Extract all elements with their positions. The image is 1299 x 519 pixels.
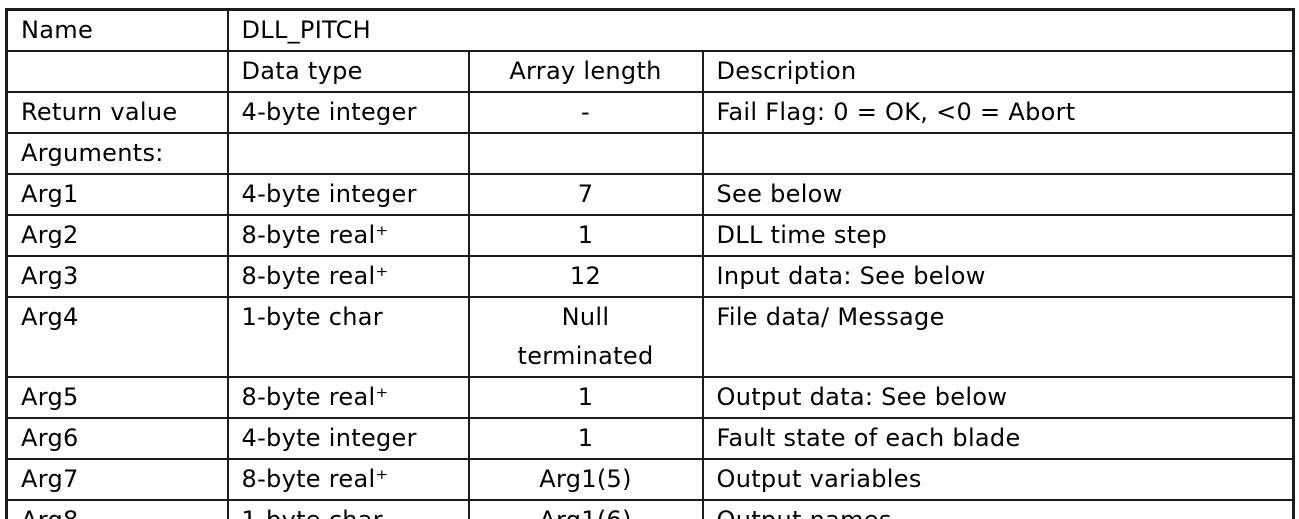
header-empty-cell	[5, 50, 229, 93]
row-name-cell: Arg5	[5, 376, 229, 419]
table-row-arg4: Arg4 1-byte char Null terminated File da…	[5, 296, 1295, 378]
table-row-arguments-label: Arguments:	[5, 132, 1295, 175]
data-type-cell: 8-byte real⁺	[226, 255, 470, 298]
table-row-arg2: Arg2 8-byte real⁺ 1 DLL time step	[5, 214, 1295, 257]
description-cell	[701, 132, 1295, 175]
array-length-cell: 12	[467, 255, 704, 298]
row-name-cell: Return value	[5, 91, 229, 134]
dll-function-spec-table: Name DLL_PITCH Data type Array length De…	[5, 8, 1296, 519]
description-cell: Output names	[701, 499, 1295, 519]
array-length-cell: 1	[467, 417, 704, 460]
array-length-cell	[467, 132, 704, 175]
row-name-cell: Arg3	[5, 255, 229, 298]
data-type-cell	[226, 132, 470, 175]
data-type-cell: 4-byte integer	[226, 417, 470, 460]
description-cell: Fail Flag: 0 = OK, <0 = Abort	[701, 91, 1295, 134]
row-name-cell: Arguments:	[5, 132, 229, 175]
description-cell: Input data: See below	[701, 255, 1295, 298]
row-name-cell: Arg4	[5, 296, 229, 378]
description-cell: File data/ Message	[701, 296, 1295, 378]
table-row-arg3: Arg3 8-byte real⁺ 12 Input data: See bel…	[5, 255, 1295, 298]
description-cell: Output variables	[701, 458, 1295, 501]
description-cell: DLL time step	[701, 214, 1295, 257]
table-row-arg5: Arg5 8-byte real⁺ 1 Output data: See bel…	[5, 376, 1295, 419]
description-cell: See below	[701, 173, 1295, 216]
data-type-cell: 1-byte char	[226, 499, 470, 519]
array-length-cell: 1	[467, 376, 704, 419]
data-type-cell: 8-byte real⁺	[226, 214, 470, 257]
row-name-cell: Arg6	[5, 417, 229, 460]
array-length-cell: 1	[467, 214, 704, 257]
table-row-arg7: Arg7 8-byte real⁺ Arg1(5) Output variabl…	[5, 458, 1295, 501]
function-name-cell: DLL_PITCH	[226, 8, 1295, 52]
array-length-cell: Null terminated	[467, 296, 704, 378]
name-label-cell: Name	[5, 8, 229, 52]
array-length-cell: Arg1(5)	[467, 458, 704, 501]
array-length-cell: -	[467, 91, 704, 134]
data-type-cell: 1-byte char	[226, 296, 470, 378]
description-cell: Output data: See below	[701, 376, 1295, 419]
table-header-row: Data type Array length Description	[5, 50, 1295, 93]
table-row-return-value: Return value 4-byte integer - Fail Flag:…	[5, 91, 1295, 134]
header-array-length-cell: Array length	[467, 50, 704, 93]
table-row-arg1: Arg1 4-byte integer 7 See below	[5, 173, 1295, 216]
description-cell: Fault state of each blade	[701, 417, 1295, 460]
row-name-cell: Arg8	[5, 499, 229, 519]
row-name-cell: Arg2	[5, 214, 229, 257]
data-type-cell: 4-byte integer	[226, 91, 470, 134]
row-name-cell: Arg7	[5, 458, 229, 501]
data-type-cell: 8-byte real⁺	[226, 458, 470, 501]
data-type-cell: 8-byte real⁺	[226, 376, 470, 419]
header-data-type-cell: Data type	[226, 50, 470, 93]
table-row-title: Name DLL_PITCH	[5, 8, 1295, 52]
data-type-cell: 4-byte integer	[226, 173, 470, 216]
array-length-cell: 7	[467, 173, 704, 216]
table-row-arg6: Arg6 4-byte integer 1 Fault state of eac…	[5, 417, 1295, 460]
row-name-cell: Arg1	[5, 173, 229, 216]
table-row-arg8: Arg8 1-byte char Arg1(6) Output names	[5, 499, 1295, 519]
header-description-cell: Description	[701, 50, 1295, 93]
array-length-cell: Arg1(6)	[467, 499, 704, 519]
